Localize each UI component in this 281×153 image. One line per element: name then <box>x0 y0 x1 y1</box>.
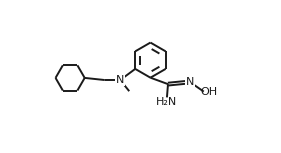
Text: H₂N: H₂N <box>156 97 178 107</box>
Text: N: N <box>186 77 194 87</box>
Text: OH: OH <box>200 87 217 97</box>
Text: N: N <box>116 75 124 85</box>
